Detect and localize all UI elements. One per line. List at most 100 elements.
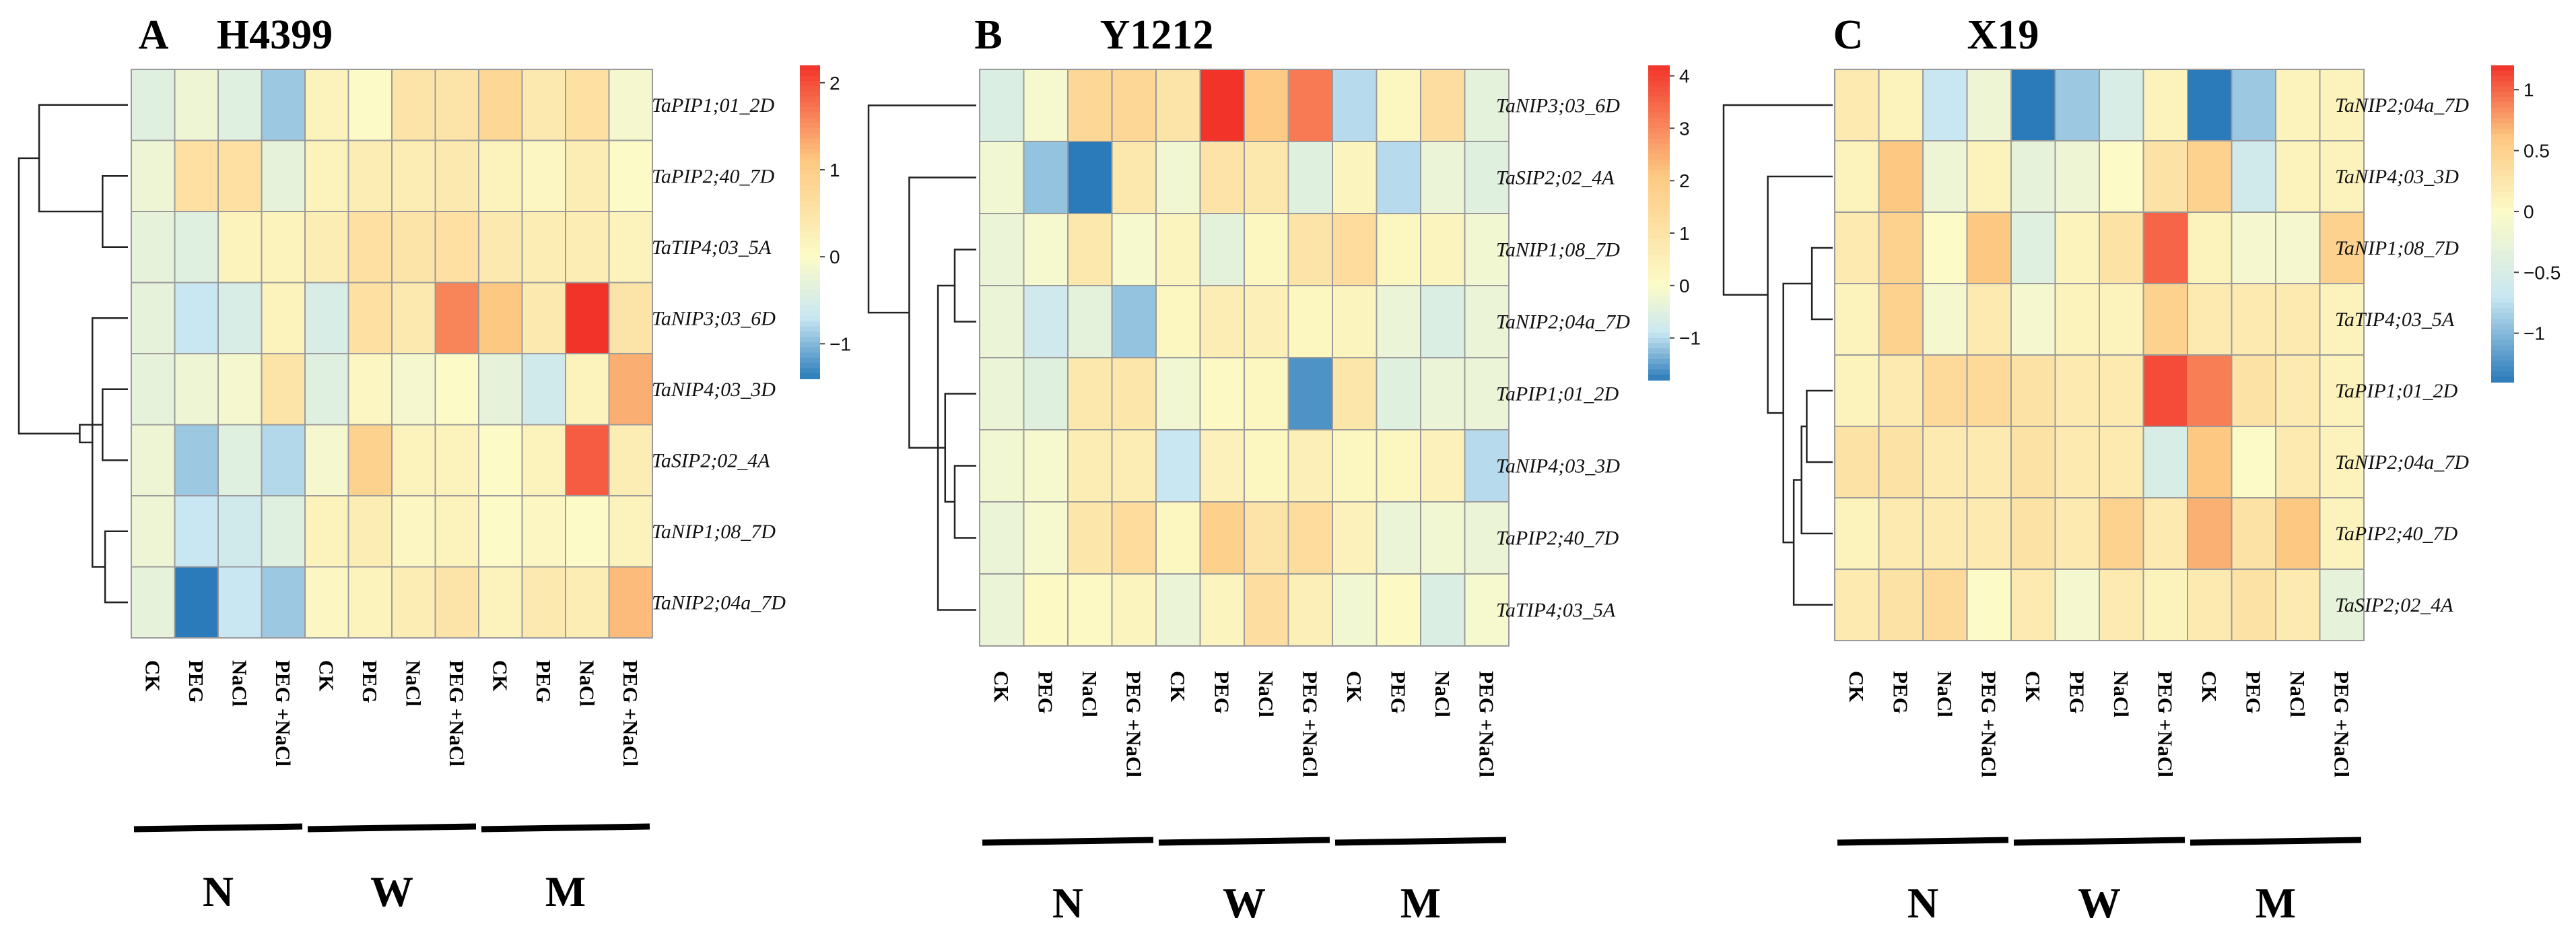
column-label: NaCl: [228, 660, 251, 707]
colorbar-segment: [2491, 160, 2514, 166]
heatmap-cell: [391, 353, 436, 426]
heatmap-cell: [1922, 69, 1968, 141]
group-bar: [1334, 837, 1507, 846]
row-label: TaNIP1;08_7D: [2335, 237, 2459, 259]
heatmap-cell: [1966, 569, 2012, 641]
heatmap-cell: [217, 139, 263, 212]
heatmap-cell: [521, 353, 566, 426]
heatmap-cell: [1287, 573, 1333, 647]
colorbar-segment: [800, 253, 820, 259]
heatmap-cell: [2054, 283, 2100, 356]
heatmap-cell: [1376, 69, 1421, 142]
heatmap-cell: [521, 282, 566, 354]
heatmap-cell: [347, 495, 393, 568]
heatmap-cell: [304, 424, 349, 496]
heatmap-cell: [1878, 569, 1924, 641]
colorbar-segment: [800, 149, 820, 155]
heatmap-cell: [1155, 573, 1201, 647]
row-label: TaNIP4;03_3D: [652, 379, 776, 401]
colorbar-segment: [2491, 308, 2514, 315]
heatmap-cell: [1966, 426, 2012, 498]
column-label: PEG: [184, 660, 208, 703]
colorbar-segment: [2491, 144, 2514, 151]
colorbar-segment: [1648, 65, 1670, 71]
heatmap-cell: [565, 139, 610, 212]
heatmap-cell: [478, 424, 523, 496]
heatmap-cell: [565, 566, 610, 639]
heatmap-cell: [2010, 283, 2056, 356]
colorbar-segment: [2491, 271, 2514, 278]
heatmap-cell: [2231, 497, 2276, 570]
colorbar-segment: [800, 242, 820, 249]
heatmap-cell: [2319, 497, 2365, 570]
colorbar-tick-label: 1: [829, 160, 840, 181]
column-label: CK: [141, 660, 164, 692]
colorbar-segment: [2491, 176, 2514, 183]
heatmap-cell: [608, 211, 653, 284]
colorbar-segment: [800, 138, 820, 145]
column-label: PEG +NaCl: [619, 660, 642, 767]
heatmap-cell: [131, 139, 176, 212]
heatmap-cell: [565, 211, 610, 284]
colorbar-segment: [2491, 92, 2514, 98]
heatmap-cells: [131, 69, 653, 639]
row-label: TaNIP4;03_3D: [2335, 166, 2459, 188]
heatmap-cell: [1111, 69, 1157, 142]
heatmap-cell: [304, 211, 349, 284]
heatmap-cell: [1834, 497, 1880, 570]
heatmap-cell: [1420, 69, 1466, 142]
heatmap-cell: [1111, 501, 1157, 575]
row-label: TaTIP4;03_5A: [1496, 599, 1616, 622]
heatmap-cell: [1023, 573, 1069, 647]
colorbar-segment: [800, 326, 820, 333]
heatmap-cell: [1244, 429, 1289, 502]
colorbar-segment: [800, 133, 820, 139]
colorbar-segment: [1648, 143, 1670, 150]
heatmap-cell: [2231, 140, 2276, 213]
colorbar-tick-label: 3: [1679, 118, 1690, 139]
heatmap-cell: [2275, 283, 2321, 356]
heatmap-cell: [1199, 429, 1245, 502]
colorbar-tick-label: 1: [1679, 223, 1690, 244]
colorbar-segment: [800, 347, 820, 354]
colorbar-segment: [1648, 138, 1670, 145]
colorbar-segment: [2491, 65, 2514, 71]
heatmap-cell: [1878, 140, 1924, 213]
column-label: PEG: [1889, 671, 1912, 714]
heatmap-cell: [478, 211, 523, 284]
heatmap-cell: [2187, 140, 2233, 213]
colorbar-segment: [1648, 91, 1670, 98]
colorbar-segment: [1648, 217, 1670, 224]
dendrogram-branch: [1767, 175, 1833, 414]
colorbar-segment: [2491, 170, 2514, 177]
heatmap-cell: [2275, 212, 2321, 284]
column-label: CK: [2198, 671, 2221, 703]
colorbar-tick-label: −1: [2523, 323, 2545, 344]
heatmap-cell: [2099, 140, 2144, 213]
heatmap-cell: [1376, 501, 1421, 575]
heatmap-cell: [608, 139, 653, 212]
column-label: NaCl: [575, 660, 599, 707]
heatmap-cell: [2099, 69, 2144, 141]
heatmap-cell: [1834, 212, 1880, 284]
colorbar-segment: [1648, 348, 1670, 355]
panel-letter: A: [139, 12, 169, 58]
colorbar-segment: [2491, 181, 2514, 188]
colorbar-segment: [1648, 107, 1670, 114]
colorbar-segment: [800, 70, 820, 77]
heatmap-cell: [1199, 69, 1245, 142]
colorbar-segment: [1648, 343, 1670, 350]
heatmap-cell: [2319, 140, 2365, 213]
heatmap-cell: [608, 282, 653, 354]
dendrogram-branch: [908, 176, 976, 449]
heatmap-cell: [979, 213, 1025, 286]
row-label: TaPIP1;01_2D: [1496, 383, 1619, 405]
colorbar-segment: [1648, 275, 1670, 282]
heatmap-cell: [1878, 212, 1924, 284]
colorbar-segment: [2491, 339, 2514, 346]
heatmap-cell: [2187, 426, 2233, 498]
colorbar-segment: [2491, 345, 2514, 351]
heatmap-cell: [1332, 69, 1378, 142]
colorbar-segment: [1648, 259, 1670, 265]
colorbar-segment: [1648, 364, 1670, 370]
